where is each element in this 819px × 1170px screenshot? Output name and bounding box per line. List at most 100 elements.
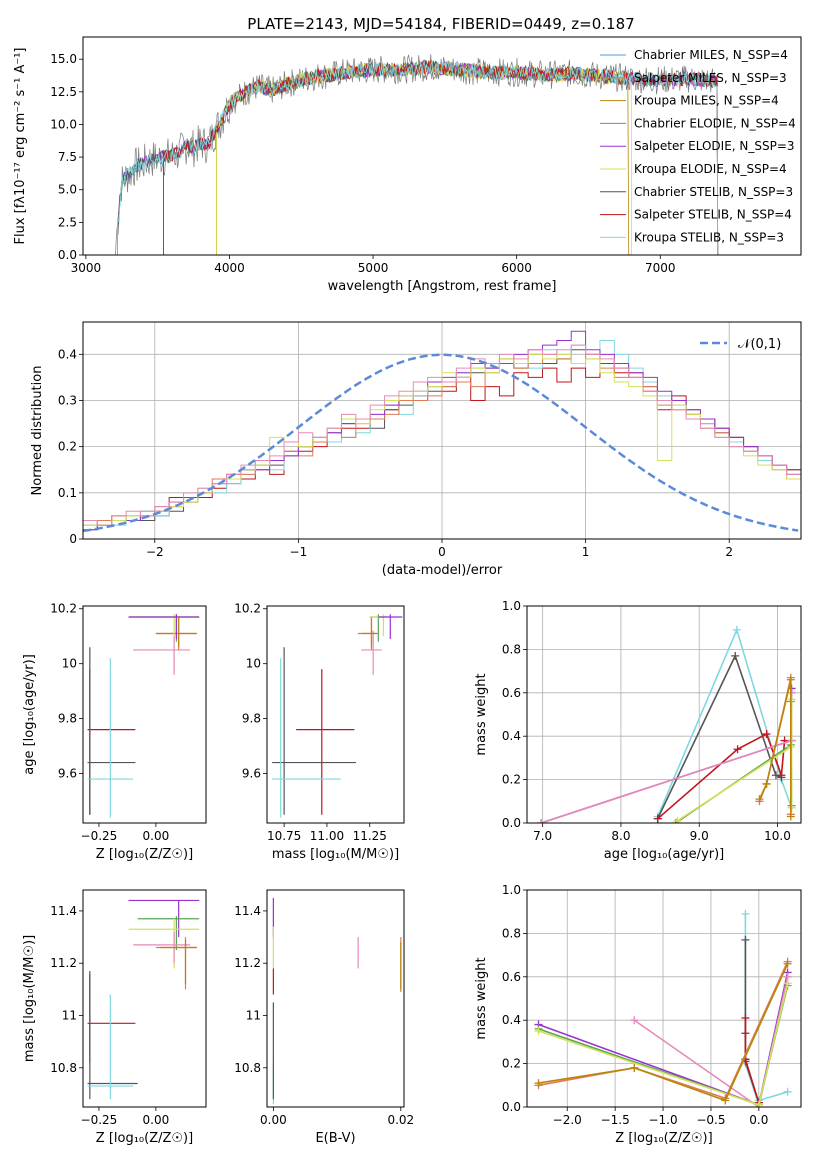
weight-marker — [630, 1063, 639, 1072]
x-tick-label: 7000 — [645, 261, 676, 275]
x-tick-label: 2 — [725, 545, 733, 559]
errorbar-point — [361, 616, 377, 648]
legend-label: Kroupa MILES, N_SSP=4 — [634, 94, 779, 108]
y-tick-label: 11.2 — [50, 956, 77, 970]
x-tick-label: 11.25 — [353, 829, 387, 843]
figure-title: PLATE=2143, MJD=54184, FIBERID=0449, z=0… — [247, 15, 634, 33]
errorbar-point — [296, 669, 355, 815]
legend-label: Chabrier STELIB, N_SSP=3 — [634, 185, 793, 199]
y-tick-label: 0.4 — [58, 347, 77, 361]
y-tick-label: 11 — [62, 1008, 77, 1022]
plot-frame — [266, 605, 405, 824]
weight-marker — [741, 1029, 750, 1038]
plot-frame — [526, 889, 802, 1108]
x-tick-label: 4000 — [214, 261, 245, 275]
weight-marker — [755, 795, 764, 804]
y-tick-label: 0.3 — [58, 393, 77, 407]
weight-line-2 — [744, 1018, 760, 1103]
plot-frame — [526, 605, 802, 824]
y-tick-label: 1.0 — [502, 883, 521, 897]
plot-area-mass-vs-z — [87, 899, 200, 1100]
x-axis-label: wavelength [Angstrom, rest frame] — [328, 279, 557, 294]
legend: Chabrier MILES, N_SSP=4 Salpeter MILES, N… — [600, 48, 796, 244]
weight-line-8 — [758, 679, 792, 817]
x-tick-label: 0.0 — [749, 1113, 768, 1127]
weight-marker — [787, 803, 796, 812]
x-tick-label: 3000 — [71, 261, 102, 275]
weight-marker — [731, 651, 740, 660]
x-tick-label: 0.00 — [143, 1113, 170, 1127]
plot-frame — [266, 889, 405, 1108]
weight-line-7 — [538, 961, 789, 1100]
y-tick-label: 9.6 — [242, 767, 261, 781]
axes-mass-vs-z: −0.25 0.00 10.8 11 11.2 11.4 Z [log₁₀(Z/Z☉)] ma… — [22, 889, 207, 1146]
x-tick-label: 0.00 — [260, 1113, 287, 1127]
weight-marker — [721, 1096, 730, 1105]
weight-marker — [783, 979, 792, 988]
weight-marker — [762, 730, 771, 739]
x-tick-label: −0.5 — [696, 1113, 725, 1127]
y-tick-label: 0.1 — [58, 486, 77, 500]
axes-mass-vs-ebv: 0.00 0.02 10.8 11 11.2 11.4 E(B-V) — [234, 889, 414, 1146]
y-tick-label: 2.5 — [58, 215, 77, 229]
weight-marker — [741, 1014, 750, 1023]
x-tick-label: 0.02 — [387, 1113, 414, 1127]
y-tick-label: 0.6 — [502, 686, 521, 700]
weight-marker — [783, 1087, 792, 1096]
errorbar-point — [272, 658, 341, 818]
weight-marker — [630, 1016, 639, 1025]
y-tick-label: 10 — [62, 657, 77, 671]
y-tick-label: 0.4 — [502, 1013, 521, 1027]
legend-label: 𝒩(0,1) — [738, 337, 781, 352]
y-tick-label: 11.2 — [234, 956, 261, 970]
y-tick-label: 0.8 — [502, 926, 521, 940]
y-tick-label: 5.0 — [58, 183, 77, 197]
weight-marker — [786, 675, 795, 684]
weight-marker — [741, 935, 750, 944]
plot-area-age-vs-z — [87, 614, 200, 818]
errorbar-point — [87, 994, 134, 1100]
weight-marker — [673, 816, 682, 823]
weight-marker — [534, 1079, 543, 1088]
x-tick-label: −0.25 — [81, 829, 118, 843]
x-tick-label: 5000 — [358, 261, 389, 275]
errorbar-point — [87, 658, 134, 818]
y-axis-label: mass [log₁₀(M/M☉)] — [22, 935, 37, 1062]
plot-frame — [82, 36, 802, 256]
plot-frame — [82, 889, 207, 1108]
x-tick-label: 10.75 — [267, 829, 301, 843]
y-tick-label: 15.0 — [50, 52, 77, 66]
errorbar-point — [128, 614, 200, 639]
plot-area-mass-vs-ebv — [272, 897, 402, 1105]
y-tick-label: 0 — [69, 532, 77, 546]
y-tick-label: 11.4 — [234, 904, 261, 918]
axes-mass-weight-vs-z: −2.0 −1.5 −1.0 −0.5 0.0 0.0 0.2 0.4 0.6 0.8 1.0 Z [… — [474, 883, 802, 1146]
weight-marker — [762, 779, 771, 788]
y-tick-label: 0.6 — [502, 970, 521, 984]
y-tick-label: 10.0 — [50, 117, 77, 131]
histogram-5 — [83, 353, 801, 539]
errorbar-point — [87, 647, 136, 815]
plot-area-age-vs-mass — [272, 614, 403, 818]
errorbar-point — [272, 647, 357, 815]
x-axis-label: Z [log₁₀(Z/Z☉)] — [615, 1131, 712, 1146]
y-tick-label: 10 — [246, 657, 261, 671]
x-tick-label: 0 — [438, 545, 446, 559]
plot-area-mass-weight-vs-z — [534, 909, 792, 1107]
model-line-8 — [117, 60, 719, 255]
x-tick-label: −1.0 — [648, 1113, 677, 1127]
y-tick-label: 7.5 — [58, 150, 77, 164]
errorbar-point — [87, 971, 138, 1100]
weight-marker — [786, 812, 795, 821]
weight-line-8 — [538, 963, 789, 1102]
y-axis-label: Normed distribution — [30, 366, 45, 496]
x-axis-label: Z [log₁₀(Z/Z☉)] — [96, 847, 193, 862]
weight-marker — [741, 909, 750, 918]
weight-line-0 — [656, 627, 793, 817]
y-tick-label: 0.2 — [58, 440, 77, 454]
axes-mass-weight-vs-age: 7.0 8.0 9.0 10.0 0.0 0.2 0.4 0.6 0.8 1.0 age [log₁… — [474, 599, 802, 862]
x-axis-label: (data-model)/error — [382, 563, 503, 578]
axes-age-vs-z: −0.25 0.00 9.6 9.8 10 10.2 Z [log₁₀(Z/Z☉)] age … — [22, 602, 207, 862]
errorbar-point — [378, 614, 403, 639]
